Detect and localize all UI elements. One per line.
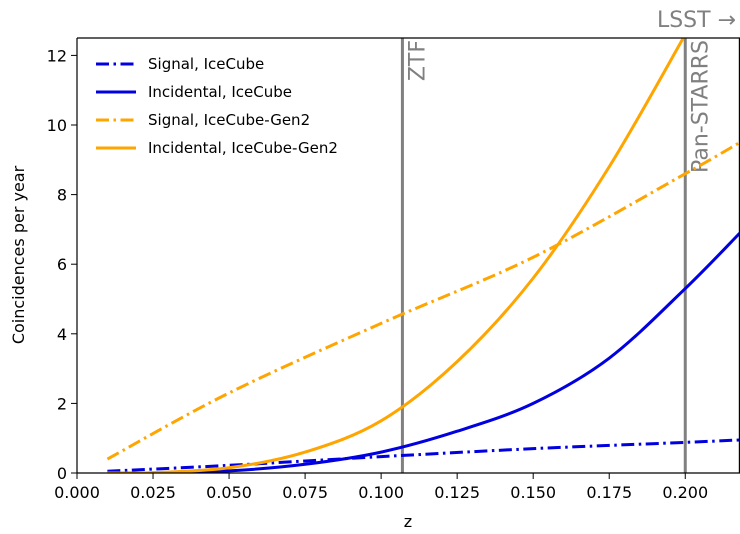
- x-tick-label: 0.150: [510, 483, 556, 502]
- y-tick-label: 2: [57, 394, 67, 413]
- series-layer: [106, 38, 740, 473]
- legend: Signal, IceCube Incidental, IceCube Signal…: [96, 55, 338, 157]
- axes: 0.000 0.025 0.050 0.075 0.100 0.125 0.150 0.175…: [47, 37, 740, 502]
- x-tick-label: 0.025: [130, 483, 176, 502]
- x-tick-label: 0.200: [662, 483, 708, 502]
- series-line-4: [107, 38, 686, 473]
- x-tick-label: 0.175: [586, 483, 632, 502]
- x-tick-label: 0.000: [54, 483, 100, 502]
- legend-label-4: Incidental, IceCube-Gen2: [148, 139, 338, 157]
- y-axis-label: Coincidences per year: [9, 165, 28, 344]
- y-tick-label: 12: [47, 46, 67, 65]
- x-tick-label: 0.100: [358, 483, 404, 502]
- x-tick-label: 0.125: [434, 483, 480, 502]
- series-line-3: [106, 141, 740, 461]
- legend-label-2: Incidental, IceCube: [148, 83, 292, 101]
- series-line-1: [107, 438, 740, 473]
- x-axis-label: z: [404, 512, 412, 531]
- y-tick-label: 4: [57, 325, 67, 344]
- y-tick-label: 10: [47, 116, 67, 135]
- lsst-annotation: LSST →: [657, 8, 736, 33]
- survey-lines: ZTF Pan-STARRS: [400, 38, 713, 473]
- legend-label-3: Signal, IceCube-Gen2: [148, 111, 310, 129]
- y-tick-label: 8: [57, 186, 67, 205]
- y-tick-label: 0: [57, 464, 67, 483]
- vline-label-ztf: ZTF: [405, 40, 430, 81]
- x-tick-label: 0.050: [206, 483, 252, 502]
- series-line-2: [107, 231, 740, 473]
- y-tick-label: 6: [57, 255, 67, 274]
- legend-label-1: Signal, IceCube: [148, 55, 264, 73]
- vline-label-pan-starrs: Pan-STARRS: [688, 40, 713, 173]
- x-tick-label: 0.075: [282, 483, 328, 502]
